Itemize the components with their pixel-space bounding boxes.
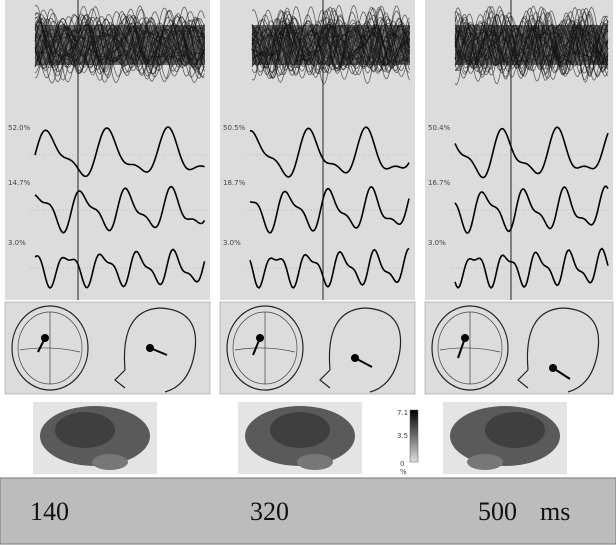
cerebellum [92,454,128,470]
colorbar [410,410,418,462]
butterfly-core [35,25,205,65]
butterfly-core [252,25,410,65]
colorbar-unit: % [400,468,407,476]
trace-label: 50.4% [428,124,451,132]
butterfly-core [455,25,608,65]
figure: 140 320 500 ms All 52.0% 14.7% 3.0% All 50.5%… [0,0,616,546]
trace-label: 52.0% [8,124,31,132]
dipole [146,344,154,352]
brain-shade [270,412,330,448]
dipole [41,334,49,342]
trace-label: 3.0% [8,239,26,247]
time-label: 320 [250,497,289,526]
brain-shade [55,412,115,448]
colorbar-label: 3.5 [397,432,408,440]
brain-shade [485,412,545,448]
trace-label: 14.7% [8,179,31,187]
trace-label: 50.5% [223,124,246,132]
time-label: 140 [30,497,69,526]
trace-label: 16.7% [428,179,451,187]
colorbar-label: 0 [400,460,404,468]
time-unit: ms [540,497,570,526]
dipole [351,354,359,362]
trace-label: All [36,44,45,52]
dipole [256,334,264,342]
dipole [461,334,469,342]
cerebellum [467,454,503,470]
time-banner [0,478,616,544]
trace-label: 3.0% [428,239,446,247]
cerebellum [297,454,333,470]
dipole [549,364,557,372]
trace-label: All [456,44,465,52]
time-label: 500 [478,497,517,526]
colorbar-label: 7.1 [397,409,408,417]
trace-label: All [251,44,260,52]
trace-label: 18.7% [223,179,246,187]
trace-label: 3.0% [223,239,241,247]
